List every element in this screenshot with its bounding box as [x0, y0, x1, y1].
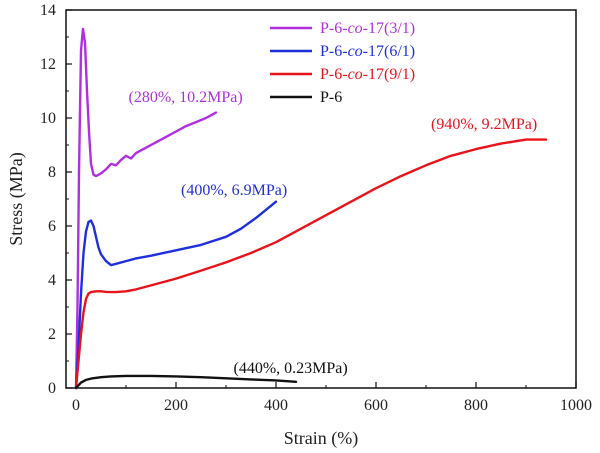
legend: P-6-co-17(3/1) P-6-co-17(6/1) P-6-co-17(9/… [270, 20, 415, 106]
axis-ticks: 0 200 400 600 800 1000 0 2 4 6 8 10 12 14 [40, 2, 592, 414]
x-tick-label: 200 [164, 397, 188, 414]
y-tick-label: 6 [48, 218, 56, 235]
y-tick-label: 14 [40, 2, 56, 19]
y-tick-label: 12 [40, 56, 56, 73]
y-tick-label: 4 [48, 272, 56, 289]
y-axis-title: Stress (MPa) [6, 152, 27, 246]
data-label-1: (280%, 10.2MPa) [129, 89, 243, 106]
series-line-2 [74, 200, 278, 390]
y-tick-label: 0 [48, 380, 56, 397]
x-tick-label: 1000 [560, 397, 592, 414]
y-tick-label: 2 [48, 326, 56, 343]
y-tick-label: 8 [48, 164, 56, 181]
x-tick-label: 600 [364, 397, 388, 414]
x-tick-label: 800 [464, 397, 488, 414]
legend-label-1: P-6-co-17(3/1) [320, 20, 415, 37]
data-label-3: (940%, 9.2MPa) [431, 116, 537, 133]
series-line-4 [74, 374, 298, 390]
data-label-2: (400%, 6.9MPa) [181, 182, 287, 199]
series-line-3 [74, 138, 548, 390]
data-annotations: (280%, 10.2MPa) (400%, 6.9MPa) (940%, 9.2M… [129, 89, 538, 377]
data-label-4: (440%, 0.23MPa) [234, 360, 348, 377]
x-tick-label: 0 [72, 397, 80, 414]
series-line-1 [74, 27, 218, 390]
y-tick-label: 10 [40, 110, 56, 127]
x-axis-title: Strain (%) [284, 428, 358, 449]
legend-label-2: P-6-co-17(6/1) [320, 43, 415, 60]
legend-label-4: P-6 [320, 89, 342, 106]
x-tick-label: 400 [264, 397, 288, 414]
legend-label-3: P-6-co-17(9/1) [320, 66, 415, 83]
series-lines [74, 27, 548, 390]
